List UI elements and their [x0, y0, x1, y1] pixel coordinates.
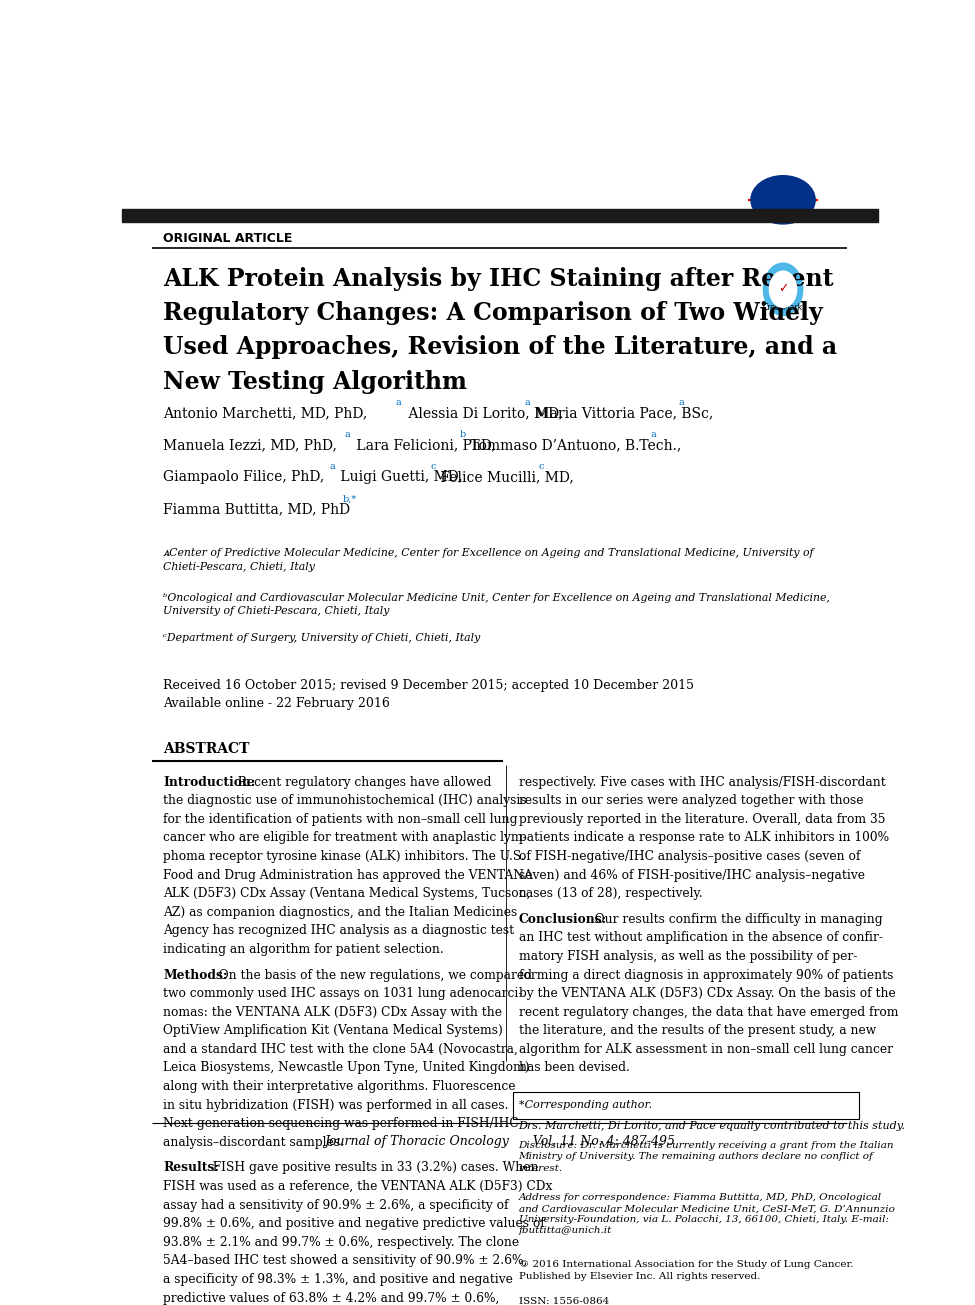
Text: Felice Mucilli, MD,: Felice Mucilli, MD, — [436, 470, 574, 484]
Text: and a standard IHC test with the clone 5A4 (Novocastra,: and a standard IHC test with the clone 5… — [164, 1043, 519, 1056]
Text: patients indicate a response rate to ALK inhibitors in 100%: patients indicate a response rate to ALK… — [519, 831, 888, 844]
Text: ✓: ✓ — [778, 282, 789, 295]
Text: Luigi Guetti, MD,: Luigi Guetti, MD, — [335, 470, 462, 484]
Text: a specificity of 98.3% ± 1.3%, and positive and negative: a specificity of 98.3% ± 1.3%, and posit… — [164, 1272, 513, 1285]
Text: Agency has recognized IHC analysis as a diagnostic test: Agency has recognized IHC analysis as a … — [164, 924, 515, 937]
Text: cancer who are eligible for treatment with anaplastic lym-: cancer who are eligible for treatment wi… — [164, 831, 527, 844]
Text: a: a — [396, 398, 401, 407]
Text: of FISH-negative/IHC analysis–positive cases (seven of: of FISH-negative/IHC analysis–positive c… — [519, 850, 860, 863]
Text: Address for correspondence: Fiamma Buttitta, MD, PhD, Oncological
and Cardiovasc: Address for correspondence: Fiamma Butti… — [519, 1193, 894, 1236]
Text: ORIGINAL ARTICLE: ORIGINAL ARTICLE — [164, 232, 292, 245]
Bar — [122, 209, 878, 222]
Text: the literature, and the results of the present study, a new: the literature, and the results of the p… — [519, 1024, 876, 1037]
Text: On the basis of the new regulations, we compared: On the basis of the new regulations, we … — [211, 968, 532, 981]
Text: a: a — [330, 462, 335, 471]
Text: Received 16 October 2015; revised 9 December 2015; accepted 10 December 2015
Ava: Received 16 October 2015; revised 9 Dece… — [164, 679, 694, 710]
FancyBboxPatch shape — [513, 1092, 859, 1120]
Text: New Testing Algorithm: New Testing Algorithm — [164, 369, 467, 394]
Text: Antonio Marchetti, MD, PhD,: Antonio Marchetti, MD, PhD, — [164, 406, 368, 420]
Text: Tommaso D’Antuono, B.Tech.,: Tommaso D’Antuono, B.Tech., — [466, 438, 681, 452]
Text: Drs. Marchetti, Di Lorito, and Pace equally contributed to this study.: Drs. Marchetti, Di Lorito, and Pace equa… — [519, 1121, 906, 1130]
Text: ALK Protein Analysis by IHC Staining after Recent: ALK Protein Analysis by IHC Staining aft… — [164, 268, 834, 291]
Text: Our results confirm the difficulty in managing: Our results confirm the difficulty in ma… — [587, 912, 882, 925]
Text: by the VENTANA ALK (D5F3) CDx Assay. On the basis of the: by the VENTANA ALK (D5F3) CDx Assay. On … — [519, 987, 895, 1000]
Text: IASLC: IASLC — [764, 179, 802, 192]
Text: previously reported in the literature. Overall, data from 35: previously reported in the literature. O… — [519, 813, 885, 826]
Text: Giampaolo Filice, PhD,: Giampaolo Filice, PhD, — [164, 470, 325, 484]
Text: nomas: the VENTANA ALK (D5F3) CDx Assay with the: nomas: the VENTANA ALK (D5F3) CDx Assay … — [164, 1006, 502, 1019]
Text: phoma receptor tyrosine kinase (ALK) inhibitors. The U.S.: phoma receptor tyrosine kinase (ALK) inh… — [164, 850, 526, 863]
Text: assay had a sensitivity of 90.9% ± 2.6%, a specificity of: assay had a sensitivity of 90.9% ± 2.6%,… — [164, 1198, 509, 1211]
Text: ISSN: 1556-0864: ISSN: 1556-0864 — [519, 1297, 608, 1305]
Text: a: a — [345, 429, 351, 438]
Text: recent regulatory changes, the data that have emerged from: recent regulatory changes, the data that… — [519, 1006, 898, 1019]
Text: c: c — [538, 462, 544, 471]
Text: 99.8% ± 0.6%, and positive and negative predictive values of: 99.8% ± 0.6%, and positive and negative … — [164, 1218, 545, 1231]
Text: ALK (D5F3) CDx Assay (Ventana Medical Systems, Tucson,: ALK (D5F3) CDx Assay (Ventana Medical Sy… — [164, 887, 531, 900]
Text: ᵇOncological and Cardiovascular Molecular Medicine Unit, Center for Excellence o: ᵇOncological and Cardiovascular Molecula… — [164, 592, 831, 616]
Text: 93.8% ± 2.1% and 99.7% ± 0.6%, respectively. The clone: 93.8% ± 2.1% and 99.7% ± 0.6%, respectiv… — [164, 1236, 520, 1249]
Text: b,*: b,* — [342, 495, 357, 504]
Text: matory FISH analysis, as well as the possibility of per-: matory FISH analysis, as well as the pos… — [519, 950, 857, 963]
Text: respectively. Five cases with IHC analysis/FISH-discordant: respectively. Five cases with IHC analys… — [519, 775, 885, 788]
Text: Fiamma Buttitta, MD, PhD: Fiamma Buttitta, MD, PhD — [164, 502, 351, 517]
Text: algorithm for ALK assessment in non–small cell lung cancer: algorithm for ALK assessment in non–smal… — [519, 1043, 892, 1056]
Text: Results:: Results: — [164, 1161, 219, 1174]
Text: CrossMark: CrossMark — [763, 303, 803, 312]
Text: ᴀCenter of Predictive Molecular Medicine, Center for Excellence on Ageing and Tr: ᴀCenter of Predictive Molecular Medicine… — [164, 548, 814, 572]
Text: Introduction:: Introduction: — [164, 775, 255, 788]
Text: Used Approaches, Revision of the Literature, and a: Used Approaches, Revision of the Literat… — [164, 335, 838, 359]
Text: b: b — [459, 429, 466, 438]
Text: cases (13 of 28), respectively.: cases (13 of 28), respectively. — [519, 887, 702, 900]
Text: analysis–discordant samples.: analysis–discordant samples. — [164, 1135, 344, 1148]
Text: Disclosure: Dr. Marchetti is currently receiving a grant from the Italian
Minist: Disclosure: Dr. Marchetti is currently r… — [519, 1142, 894, 1173]
Text: FISH gave positive results in 33 (3.2%) cases. When: FISH gave positive results in 33 (3.2%) … — [205, 1161, 538, 1174]
Text: Next-generation sequencing was performed in FISH/IHC: Next-generation sequencing was performed… — [164, 1117, 519, 1130]
Text: a: a — [651, 429, 656, 438]
Text: © 2016 International Association for the Study of Lung Cancer.
Published by Else: © 2016 International Association for the… — [519, 1261, 853, 1280]
Text: has been devised.: has been devised. — [519, 1061, 630, 1074]
Text: indicating an algorithm for patient selection.: indicating an algorithm for patient sele… — [164, 944, 445, 955]
Text: Lara Felicioni, PhD,: Lara Felicioni, PhD, — [352, 438, 495, 452]
Text: seven) and 46% of FISH-positive/IHC analysis–negative: seven) and 46% of FISH-positive/IHC anal… — [519, 869, 865, 882]
Text: Maria Vittoria Pace, BSc,: Maria Vittoria Pace, BSc, — [531, 406, 714, 420]
Text: OptiView Amplification Kit (Ventana Medical Systems): OptiView Amplification Kit (Ventana Medi… — [164, 1024, 503, 1037]
Text: Regulatory Changes: A Comparison of Two Widely: Regulatory Changes: A Comparison of Two … — [164, 301, 823, 325]
Text: ABSTRACT: ABSTRACT — [164, 743, 250, 757]
Text: Alessia Di Lorito, MD,: Alessia Di Lorito, MD, — [404, 406, 563, 420]
Text: ᶜDepartment of Surgery, University of Chieti, Chieti, Italy: ᶜDepartment of Surgery, University of Ch… — [164, 633, 481, 643]
Ellipse shape — [751, 176, 815, 224]
Circle shape — [769, 271, 797, 307]
Text: Recent regulatory changes have allowed: Recent regulatory changes have allowed — [230, 775, 491, 788]
Text: 5A4–based IHC test showed a sensitivity of 90.9% ± 2.6%,: 5A4–based IHC test showed a sensitivity … — [164, 1254, 527, 1267]
Text: an IHC test without amplification in the absence of confir-: an IHC test without amplification in the… — [519, 932, 882, 945]
Text: Conclusions:: Conclusions: — [519, 912, 606, 925]
Text: for the identification of patients with non–small cell lung: for the identification of patients with … — [164, 813, 518, 826]
Circle shape — [763, 264, 802, 316]
Text: in situ hybridization (FISH) was performed in all cases.: in situ hybridization (FISH) was perform… — [164, 1099, 509, 1112]
Text: forming a direct diagnosis in approximately 90% of patients: forming a direct diagnosis in approximat… — [519, 968, 893, 981]
Text: a: a — [679, 398, 684, 407]
Text: c: c — [430, 462, 436, 471]
Text: *Corresponding author.: *Corresponding author. — [519, 1100, 651, 1111]
Text: AZ) as companion diagnostics, and the Italian Medicines: AZ) as companion diagnostics, and the It… — [164, 906, 518, 919]
Text: along with their interpretative algorithms. Fluorescence: along with their interpretative algorith… — [164, 1081, 516, 1094]
Text: results in our series were analyzed together with those: results in our series were analyzed toge… — [519, 795, 863, 808]
Text: a: a — [525, 398, 530, 407]
Text: predictive values of 63.8% ± 4.2% and 99.7% ± 0.6%,: predictive values of 63.8% ± 4.2% and 99… — [164, 1292, 500, 1305]
Text: the diagnostic use of immunohistochemical (IHC) analysis: the diagnostic use of immunohistochemica… — [164, 795, 527, 808]
Text: Journal of Thoracic Oncology      Vol. 11 No. 4: 487-495: Journal of Thoracic Oncology Vol. 11 No.… — [324, 1135, 675, 1148]
Text: Manuela Iezzi, MD, PhD,: Manuela Iezzi, MD, PhD, — [164, 438, 337, 452]
Text: Leica Biosystems, Newcastle Upon Tyne, United Kingdom): Leica Biosystems, Newcastle Upon Tyne, U… — [164, 1061, 530, 1074]
Text: two commonly used IHC assays on 1031 lung adenocarci-: two commonly used IHC assays on 1031 lun… — [164, 987, 523, 1000]
Text: FISH was used as a reference, the VENTANA ALK (D5F3) CDx: FISH was used as a reference, the VENTAN… — [164, 1180, 553, 1193]
Text: Food and Drug Administration has approved the VENTANA: Food and Drug Administration has approve… — [164, 869, 533, 882]
Text: Methods:: Methods: — [164, 968, 228, 981]
